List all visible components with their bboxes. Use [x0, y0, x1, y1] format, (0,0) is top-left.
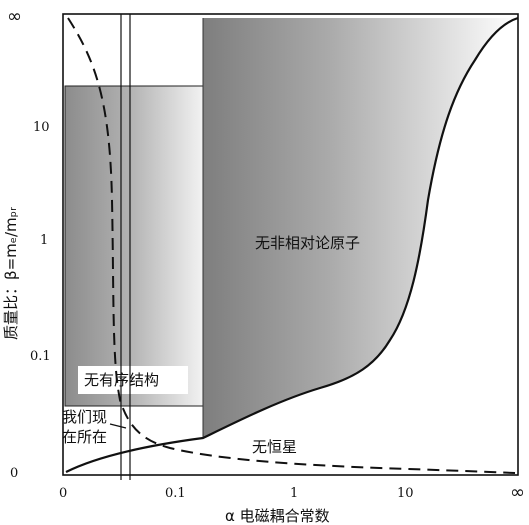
no-relativistic-atoms-region: [203, 18, 518, 438]
no-stars-label: 无恒星: [252, 438, 297, 456]
we-are-here-pointer: [109, 423, 127, 429]
label-box: [78, 366, 188, 394]
y-tick-infinity: ∞: [7, 6, 22, 27]
we-are-here-label-line1: 我们现: [62, 408, 107, 426]
we-are-here-label-line2: 在所在: [62, 428, 107, 446]
x-tick-10: 10: [397, 486, 414, 501]
x-tick-0: 0: [59, 486, 67, 501]
y-tick-10: 10: [33, 120, 50, 135]
x-tick-1: 1: [290, 486, 298, 501]
plot-frame: [62, 13, 519, 476]
no-ordered-structure-region: [64, 85, 204, 407]
y-tick-0: 0: [10, 466, 18, 481]
y-tick-1: 1: [40, 233, 48, 248]
no-stars-boundary-curve: [65, 16, 519, 473]
dashed-boundary-curve: [67, 17, 516, 474]
x-axis-label: α 电磁耦合常数: [225, 507, 330, 525]
no-ordered-structure-label: 无有序结构: [84, 371, 159, 389]
no-relativistic-atoms-label: 无非相对论原子: [255, 234, 360, 252]
y-tick-0.1: 0.1: [30, 349, 51, 364]
x-tick-0.1: 0.1: [165, 486, 186, 501]
x-tick-infinity: ∞: [510, 482, 525, 503]
y-axis-label: 质量比：β=mₑ/mₚᵣ: [2, 207, 20, 340]
